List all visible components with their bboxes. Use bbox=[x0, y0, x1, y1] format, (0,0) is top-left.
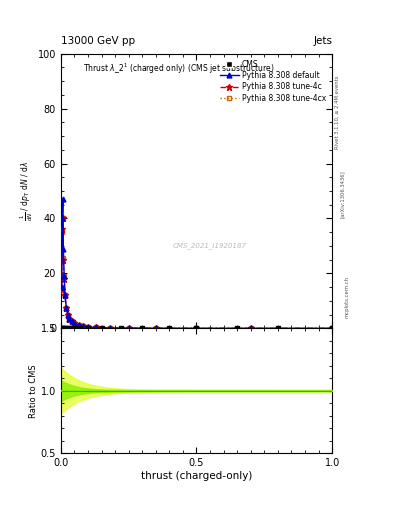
Text: mcplots.cern.ch: mcplots.cern.ch bbox=[345, 276, 350, 318]
Text: Thrust $\lambda\_2^1$ (charged only) (CMS jet substructure): Thrust $\lambda\_2^1$ (charged only) (CM… bbox=[83, 62, 274, 76]
Text: 13000 GeV pp: 13000 GeV pp bbox=[61, 36, 135, 46]
Text: CMS_2021_I1920187: CMS_2021_I1920187 bbox=[173, 243, 247, 249]
Y-axis label: $\frac{1}{\mathrm{d}N}$ / $\mathrm{d}p_\mathrm{T}$ $\mathrm{d}N$ / $\mathrm{d}\l: $\frac{1}{\mathrm{d}N}$ / $\mathrm{d}p_\… bbox=[19, 161, 35, 221]
Legend: CMS, Pythia 8.308 default, Pythia 8.308 tune-4c, Pythia 8.308 tune-4cx: CMS, Pythia 8.308 default, Pythia 8.308 … bbox=[217, 57, 328, 105]
Text: Rivet 3.1.10, ≥ 2.4M events: Rivet 3.1.10, ≥ 2.4M events bbox=[335, 76, 340, 150]
X-axis label: thrust (charged-only): thrust (charged-only) bbox=[141, 471, 252, 481]
Y-axis label: Ratio to CMS: Ratio to CMS bbox=[29, 364, 38, 417]
Text: [arXiv:1306.3436]: [arXiv:1306.3436] bbox=[340, 170, 345, 219]
Text: Jets: Jets bbox=[313, 36, 332, 46]
